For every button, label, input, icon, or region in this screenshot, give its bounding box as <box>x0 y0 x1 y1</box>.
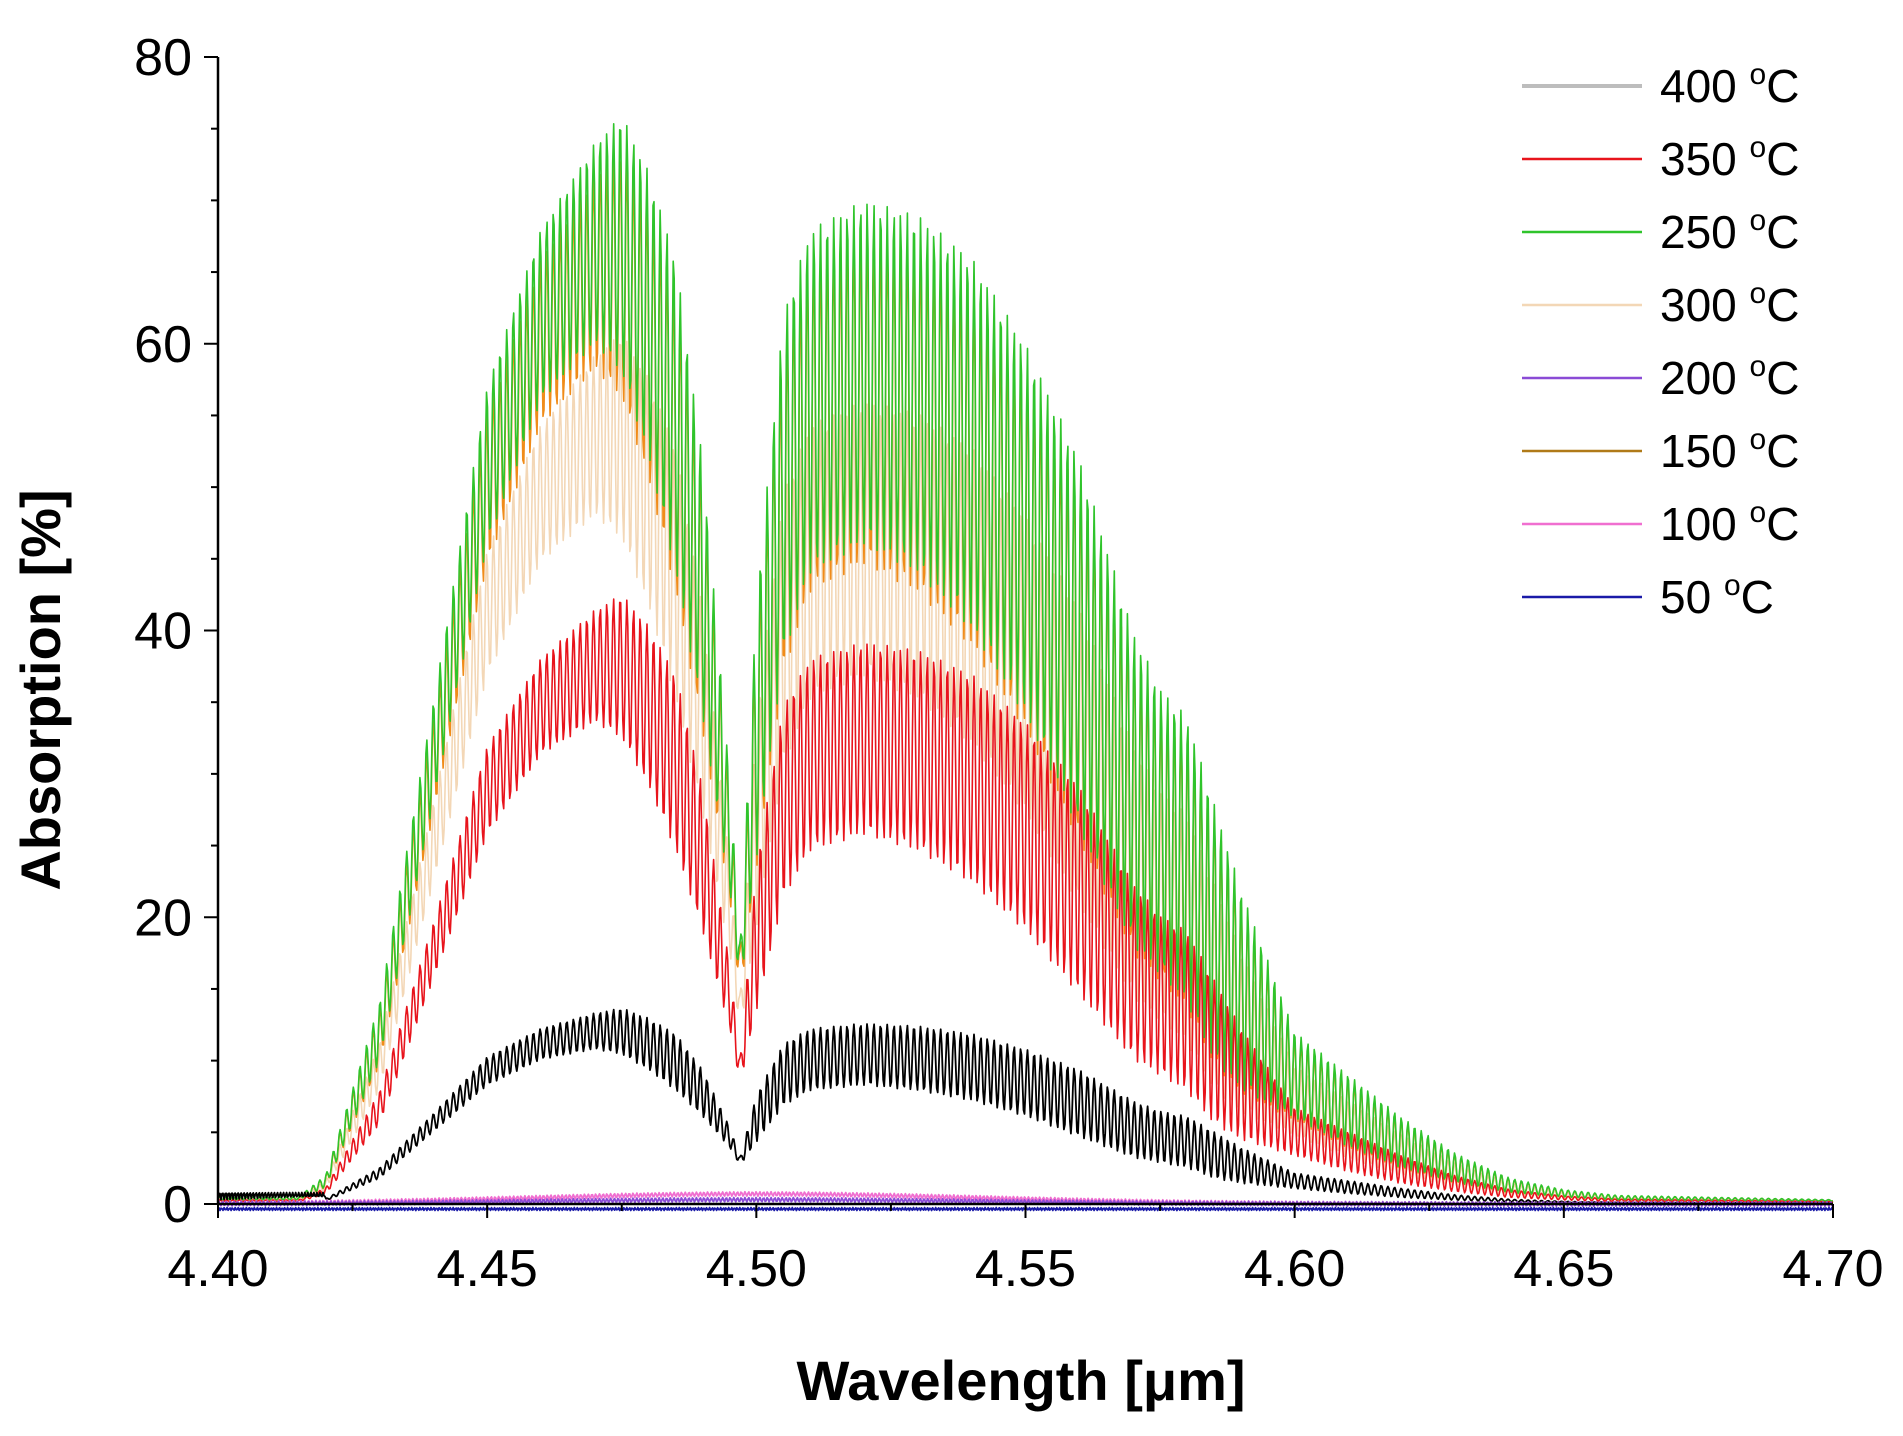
legend-label-350: 350 oC <box>1660 131 1799 185</box>
legend-degree: o <box>1724 569 1741 602</box>
series-line-250 <box>217 123 1834 1202</box>
legend-unit: C <box>1766 279 1799 331</box>
legend-unit: C <box>1766 352 1799 404</box>
legend-value: 350 <box>1660 133 1750 185</box>
y-tick-label: 80 <box>134 29 192 87</box>
x-tick-label: 4.60 <box>1244 1240 1345 1298</box>
legend-degree: o <box>1750 496 1767 529</box>
legend-unit: C <box>1766 425 1799 477</box>
series-line-400 <box>217 1008 1834 1205</box>
legend-degree: o <box>1750 58 1767 91</box>
x-axis: 4.40 4.45 4.50 4.55 4.60 4.65 4.70 <box>167 1202 1884 1298</box>
legend-degree: o <box>1750 131 1767 164</box>
legend-value: 150 <box>1660 425 1750 477</box>
legend-unit: C <box>1766 206 1799 258</box>
legend-label-150: 150 oC <box>1660 423 1799 477</box>
legend-label-200: 200 oC <box>1660 350 1799 404</box>
legend-value: 100 <box>1660 498 1750 550</box>
legend-value: 400 <box>1660 60 1750 112</box>
series-line-350 <box>217 598 1834 1204</box>
legend-label-50: 50 oC <box>1660 569 1774 623</box>
legend-degree: o <box>1750 204 1767 237</box>
y-tick-label: 20 <box>134 889 192 947</box>
y-tick-label: 0 <box>163 1176 192 1234</box>
x-tick-label: 4.55 <box>975 1240 1076 1298</box>
y-tick-label: 60 <box>134 316 192 374</box>
legend-value: 250 <box>1660 206 1750 258</box>
legend-label-400: 400 oC <box>1660 58 1799 112</box>
legend-value: 200 <box>1660 352 1750 404</box>
legend-degree: o <box>1750 277 1767 310</box>
x-tick-label: 4.70 <box>1782 1240 1883 1298</box>
y-tick-label: 40 <box>134 603 192 661</box>
x-tick-label: 4.50 <box>706 1240 807 1298</box>
legend-value: 300 <box>1660 279 1750 331</box>
legend-unit: C <box>1766 498 1799 550</box>
y-axis-title: Absorption [%] <box>9 489 72 890</box>
legend-unit: C <box>1741 571 1774 623</box>
legend-value: 50 <box>1660 571 1724 623</box>
legend-degree: o <box>1750 350 1767 383</box>
plot-area <box>217 123 1834 1212</box>
x-tick-label: 4.45 <box>437 1240 538 1298</box>
legend-label-300: 300 oC <box>1660 277 1799 331</box>
legend-label-250: 250 oC <box>1660 204 1799 258</box>
legend-degree: o <box>1750 423 1767 456</box>
x-tick-label: 4.65 <box>1513 1240 1614 1298</box>
legend-label-100: 100 oC <box>1660 496 1799 550</box>
legend-unit: C <box>1766 60 1799 112</box>
x-tick-label: 4.40 <box>167 1240 268 1298</box>
legend-unit: C <box>1766 133 1799 185</box>
y-axis: 0 20 40 60 80 <box>134 29 220 1234</box>
x-axis-title: Wavelength [μm] <box>796 1349 1245 1412</box>
